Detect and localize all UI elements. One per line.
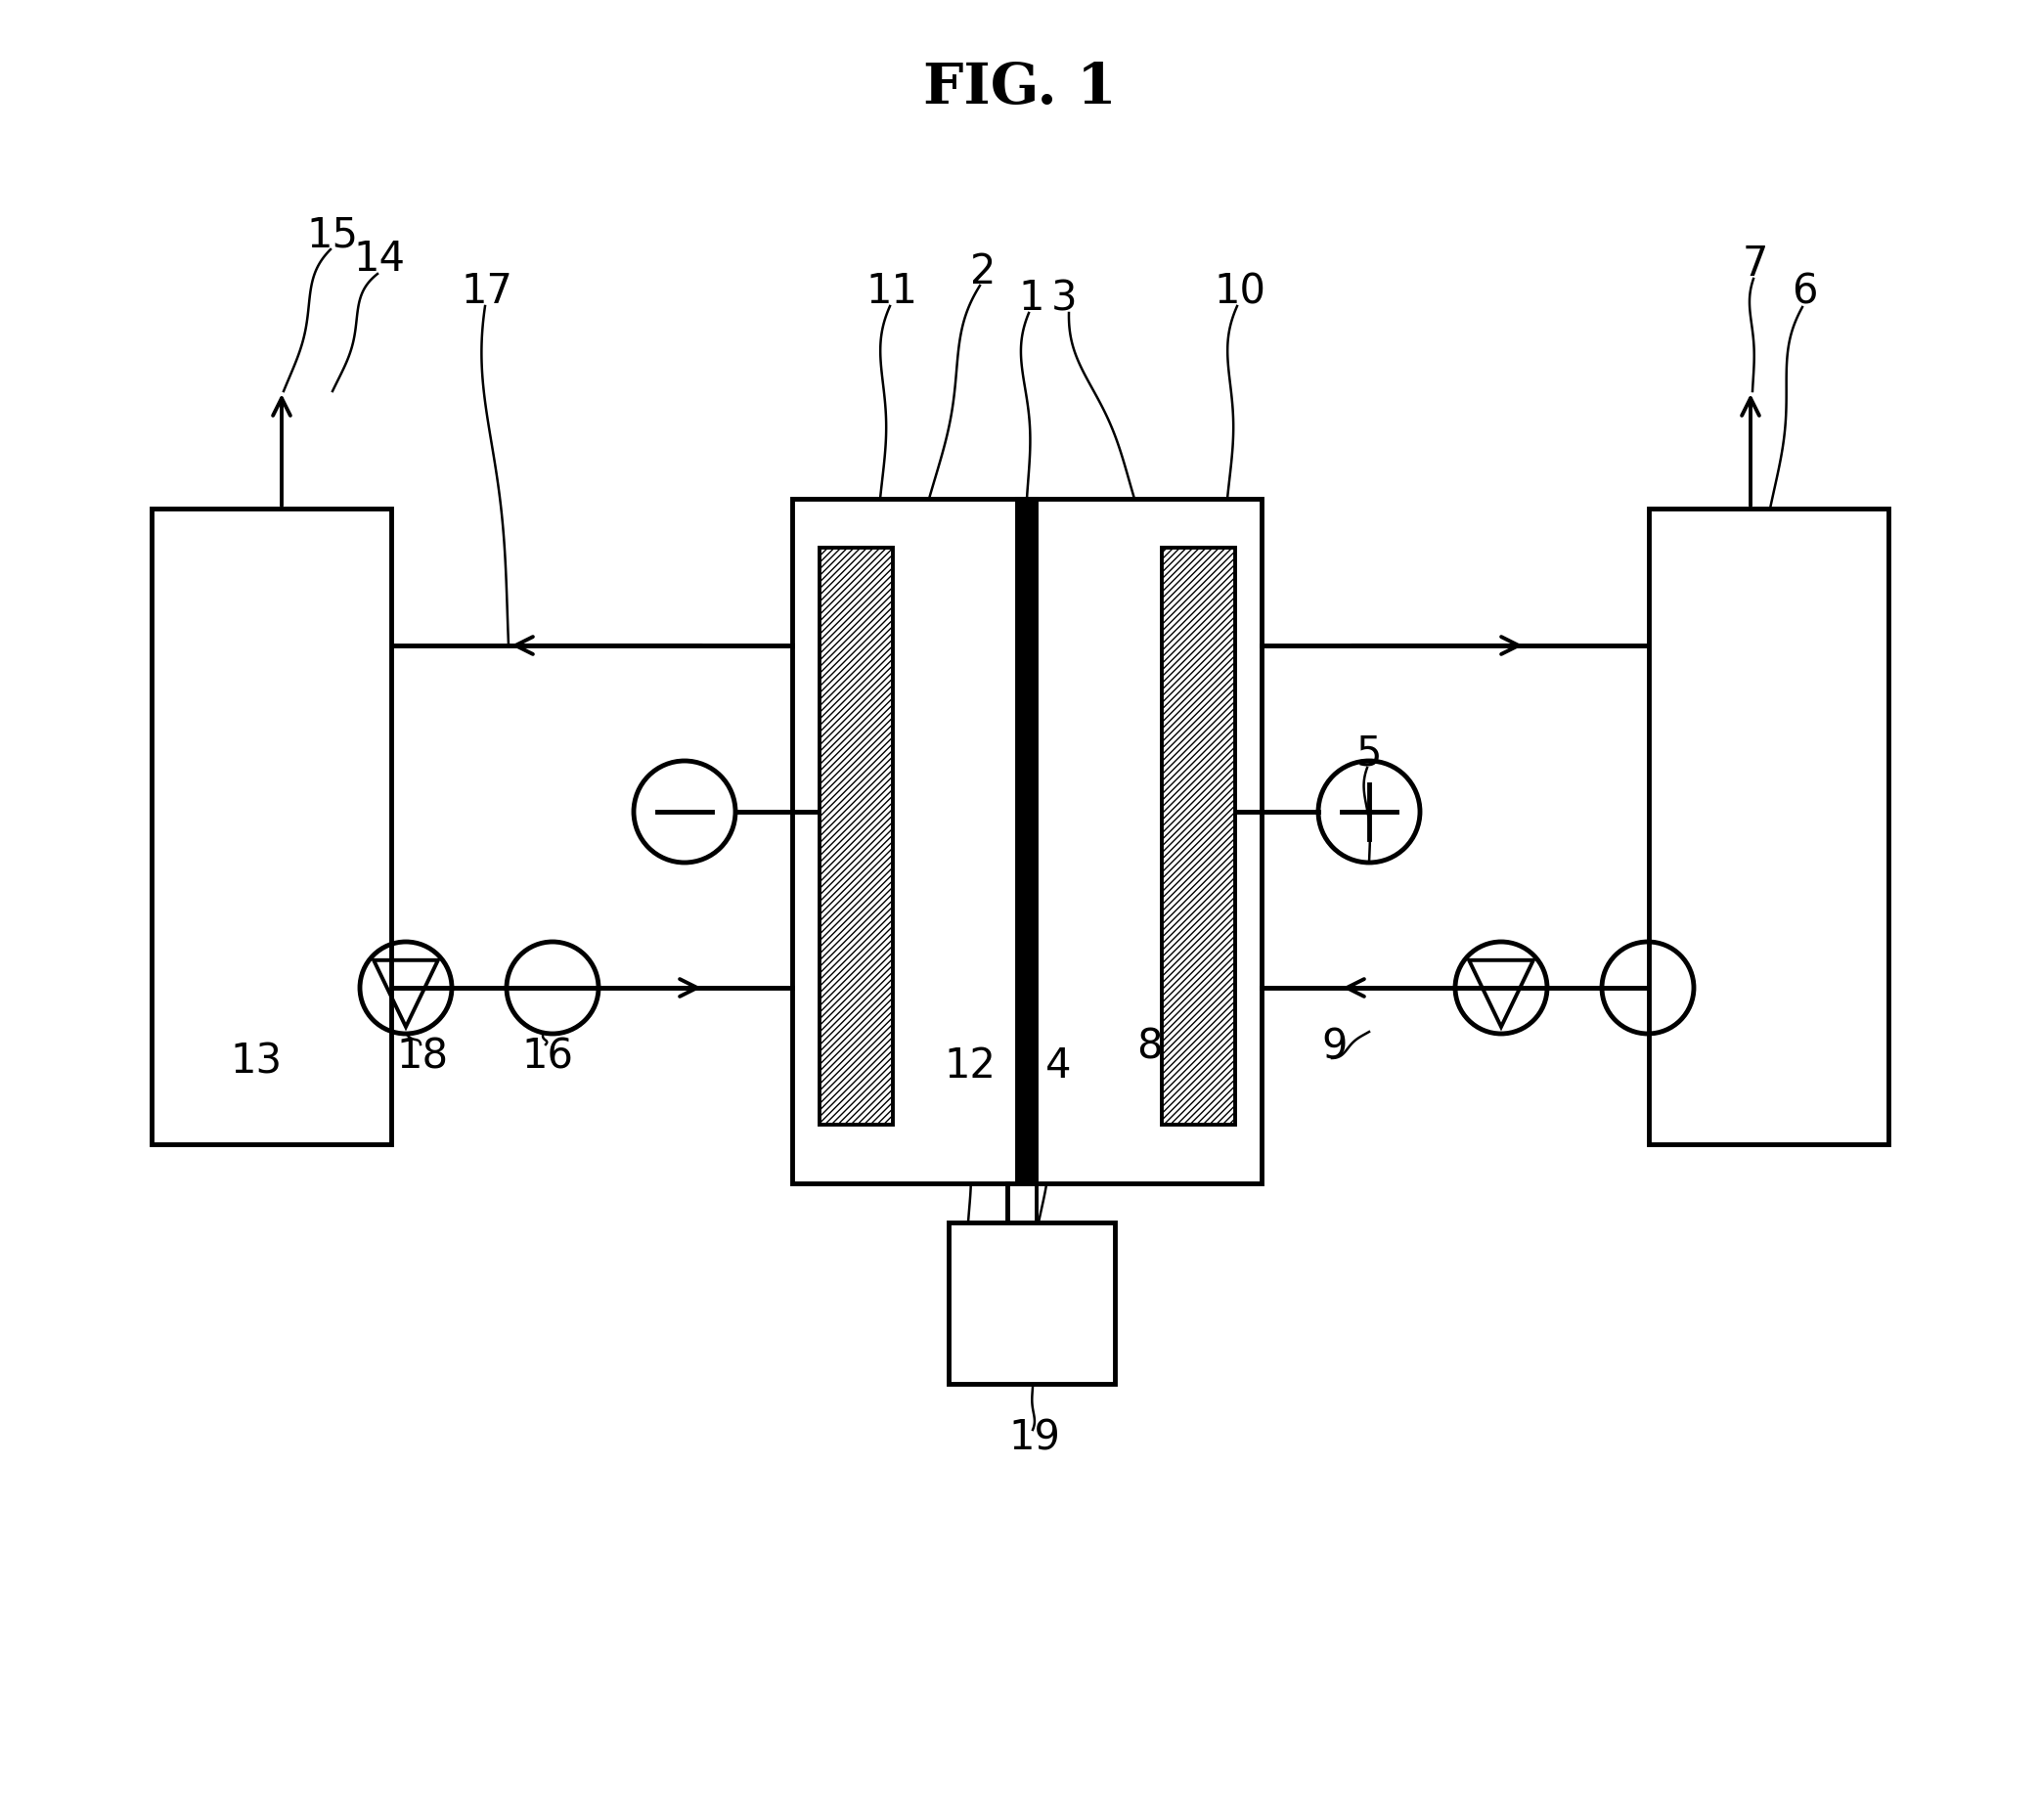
Bar [1018,499,1036,1183]
Text: 1: 1 [1018,278,1044,318]
Text: 15: 15 [306,215,359,255]
Bar [151,508,392,1145]
Text: 17: 17 [461,271,512,311]
Text: 4: 4 [1044,1045,1071,1087]
Text: 8: 8 [1136,1026,1163,1067]
Text: 18: 18 [396,1036,449,1077]
Text: 5: 5 [1357,732,1381,774]
Text: 2: 2 [969,251,996,293]
Bar [1648,508,1889,1145]
Bar [820,548,894,1125]
Text: 14: 14 [353,238,406,280]
Text: 13: 13 [231,1041,282,1081]
Text: 11: 11 [865,271,918,311]
Text: 3: 3 [1051,278,1077,318]
Text: 12: 12 [945,1045,996,1087]
Bar [1163,548,1234,1125]
Text: 6: 6 [1791,271,1818,311]
Text: 9: 9 [1322,1026,1348,1067]
Bar [792,499,1261,1183]
Text: FIG. 1: FIG. 1 [924,60,1116,115]
Text: 19: 19 [1010,1418,1061,1458]
Bar [949,1223,1116,1383]
Text: 16: 16 [522,1036,573,1077]
Text: 7: 7 [1742,244,1769,284]
Text: 10: 10 [1214,271,1267,311]
